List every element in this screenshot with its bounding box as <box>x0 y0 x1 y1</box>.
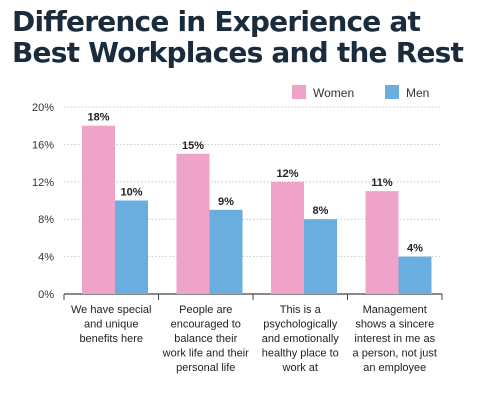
category-label: work life and their <box>162 348 250 360</box>
category-label: work at <box>282 362 318 374</box>
bars: 18% 10% 15% 9% 12% 8% 11% 4% <box>82 112 432 294</box>
y-tick-label: 20% <box>32 102 54 114</box>
category-label: This is a <box>280 304 322 316</box>
y-tick-label: 4% <box>38 252 54 264</box>
legend-swatch-men <box>385 85 399 99</box>
category-label: a person, not just <box>353 348 437 360</box>
data-label: 4% <box>407 243 423 255</box>
data-label: 15% <box>182 140 204 152</box>
chart-title-line-1: Difference in Experience at <box>12 5 421 38</box>
chart-title-line-2: Best Workplaces and the Rest <box>12 36 464 69</box>
data-label: 18% <box>87 112 109 124</box>
data-label: 8% <box>313 205 329 217</box>
category-label: healthy place to <box>262 348 339 360</box>
category-label: and unique <box>84 319 138 331</box>
bar-women <box>365 191 399 294</box>
y-tick-label: 0% <box>38 289 54 301</box>
category-label: personal life <box>176 362 235 374</box>
category-label: We have special <box>71 304 152 316</box>
legend-label-men: Men <box>406 86 429 100</box>
bar-women <box>176 153 210 294</box>
bar-men <box>115 200 148 294</box>
category-label: interest in me as <box>354 333 435 345</box>
data-label: 12% <box>276 168 298 180</box>
y-tick-label: 8% <box>38 214 54 226</box>
bar-men <box>304 219 337 294</box>
category-label: balance their <box>174 333 237 345</box>
y-tick-label: 16% <box>32 139 54 151</box>
y-axis: 0% 4% 8% 12% 16% 20% <box>32 102 54 301</box>
data-label: 11% <box>371 177 393 189</box>
bar-men <box>398 256 432 294</box>
category-label: encouraged to <box>171 319 241 331</box>
category-label: shows a sincere <box>355 319 434 331</box>
category-label: an employee <box>363 362 426 374</box>
legend-swatch-women <box>292 85 306 99</box>
category-label: People are <box>179 304 232 316</box>
chart-title: Difference in Experience at Best Workpla… <box>12 6 474 68</box>
y-tick-label: 12% <box>32 177 54 189</box>
x-axis-categories: We have special and unique benefits here Pe… <box>71 304 437 374</box>
bar-men <box>209 209 243 294</box>
category-label: benefits here <box>79 333 143 345</box>
category-label: and emotionally <box>262 333 340 345</box>
bar-women <box>271 181 304 294</box>
legend-label-women: Women <box>313 86 354 100</box>
category-label: Management <box>363 304 427 316</box>
data-label: 9% <box>218 196 234 208</box>
category-label: psychologically <box>263 319 337 331</box>
bar-women <box>82 125 115 294</box>
legend: Women Men <box>292 85 429 100</box>
data-label: 10% <box>120 187 142 199</box>
